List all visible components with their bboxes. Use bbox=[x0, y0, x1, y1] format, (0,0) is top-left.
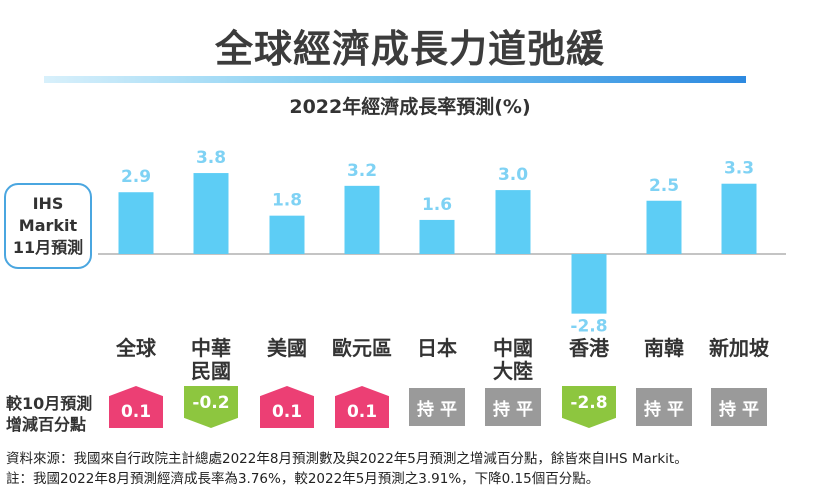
category-label-3-line-0: 歐元區 bbox=[332, 336, 392, 360]
bar-value-label-2: 1.8 bbox=[272, 191, 302, 211]
category-label-4: 日本 bbox=[399, 337, 475, 360]
category-label-4-line-0: 日本 bbox=[417, 336, 457, 360]
bar-8 bbox=[721, 183, 757, 254]
category-label-5-line-0: 中國 bbox=[493, 336, 533, 360]
change-badge-8: 持 平 bbox=[711, 388, 767, 426]
bar-5 bbox=[495, 190, 531, 254]
source-line-1: IHS bbox=[32, 194, 64, 213]
source-line-2: Markit bbox=[18, 216, 78, 235]
bar-value-label-0: 2.9 bbox=[121, 167, 151, 187]
bar-value-label-8: 3.3 bbox=[724, 159, 754, 179]
page-title: 全球經濟成長力道弛緩 bbox=[214, 27, 605, 71]
bar-7 bbox=[646, 200, 682, 254]
bar-6 bbox=[571, 254, 607, 314]
change-badge-5: 持 平 bbox=[485, 388, 541, 426]
bar-2 bbox=[269, 215, 305, 254]
bar-value-label-6: -2.8 bbox=[570, 317, 607, 337]
source-box: IHS Markit 11月預測 bbox=[4, 183, 92, 269]
category-label-5-line-1: 大陸 bbox=[493, 359, 533, 383]
change-row-label: 較10月預測 增減百分點 bbox=[6, 393, 110, 435]
category-label-6-line-0: 香港 bbox=[569, 336, 609, 360]
category-label-2-line-0: 美國 bbox=[267, 336, 307, 360]
category-label-0-line-0: 全球 bbox=[116, 336, 156, 360]
category-label-7: 南韓 bbox=[626, 337, 702, 360]
bar-value-label-3: 3.2 bbox=[347, 161, 377, 181]
category-label-0: 全球 bbox=[98, 337, 174, 360]
change-badge-2: 0.1 bbox=[260, 386, 314, 428]
bar-value-label-4: 1.6 bbox=[422, 195, 452, 215]
category-label-1-line-1: 民國 bbox=[191, 359, 231, 383]
category-label-8-line-0: 新加坡 bbox=[709, 336, 769, 360]
change-badge-0: 0.1 bbox=[109, 386, 163, 428]
chart-subtitle: 2022年經濟成長率預測(%) bbox=[289, 96, 531, 118]
bar-1 bbox=[193, 173, 229, 254]
change-badge-1: -0.2 bbox=[184, 386, 238, 428]
bar-value-label-7: 2.5 bbox=[649, 176, 679, 196]
change-badge-7: 持 平 bbox=[636, 388, 692, 426]
category-label-6: 香港 bbox=[551, 337, 627, 360]
source-line-3: 11月預測 bbox=[12, 238, 84, 257]
change-badge-3: 0.1 bbox=[335, 386, 389, 428]
footnote: 註：我國2022年8月預測經濟成長率為3.76%，較2022年5月預測之3.91… bbox=[6, 471, 600, 487]
bar-3 bbox=[344, 185, 380, 254]
change-badge-4: 持 平 bbox=[409, 388, 465, 426]
category-label-5: 中國 大陸 bbox=[475, 337, 551, 383]
category-label-2: 美國 bbox=[249, 337, 325, 360]
change-label-line-2: 增減百分點 bbox=[6, 415, 87, 434]
bar-4 bbox=[419, 219, 455, 254]
bar-value-label-1: 3.8 bbox=[196, 148, 226, 168]
category-label-1-line-0: 中華 bbox=[191, 336, 231, 360]
source-note: 資料來源：我國來自行政院主計總處2022年8月預測數及與2022年5月預測之增減… bbox=[6, 451, 688, 467]
change-badge-6: -2.8 bbox=[562, 386, 616, 428]
bar-0 bbox=[118, 192, 154, 254]
category-label-8: 新加坡 bbox=[701, 337, 777, 360]
category-label-1: 中華 民國 bbox=[173, 337, 249, 383]
category-label-7-line-0: 南韓 bbox=[644, 336, 684, 360]
title-underline bbox=[44, 76, 746, 83]
change-label-line-1: 較10月預測 bbox=[6, 394, 93, 413]
category-label-3: 歐元區 bbox=[324, 337, 400, 360]
bar-value-label-5: 3.0 bbox=[498, 165, 528, 185]
